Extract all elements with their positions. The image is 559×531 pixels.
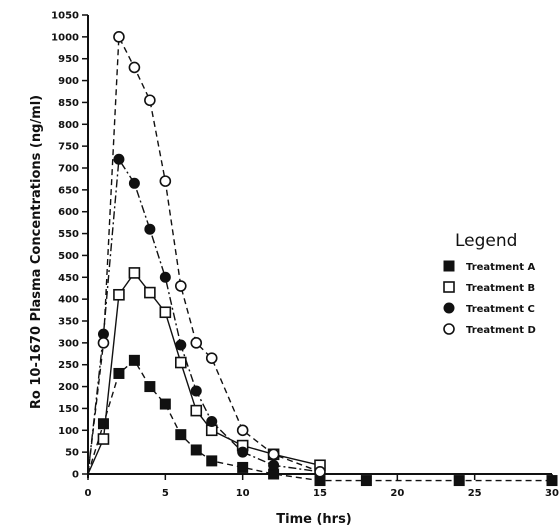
y-tick-label: 300 <box>58 338 79 349</box>
x-tick-label: 25 <box>468 488 482 499</box>
y-tick-label: 550 <box>58 229 79 240</box>
data-point-treatment-c <box>175 339 187 351</box>
legend-title: Legend <box>455 231 517 251</box>
data-point-treatment-b <box>175 356 187 369</box>
y-tick-label: 200 <box>58 382 79 393</box>
y-tick-label: 600 <box>58 207 79 218</box>
data-point-treatment-c <box>144 223 156 235</box>
data-point-treatment-a <box>360 475 372 487</box>
y-tick-label: 400 <box>58 295 79 306</box>
data-point-treatment-c <box>159 271 171 283</box>
x-tick-label: 30 <box>545 488 559 499</box>
data-point-treatment-d <box>236 424 249 437</box>
data-point-treatment-a <box>175 429 187 441</box>
y-tick-label: 100 <box>58 426 79 437</box>
y-tick-label: 500 <box>58 251 79 262</box>
series-treatment-d <box>87 31 326 478</box>
data-point-treatment-a <box>159 398 171 410</box>
y-tick-label: 650 <box>58 185 79 196</box>
data-point-treatment-a <box>97 418 109 430</box>
x-tick-label: 0 <box>85 488 92 499</box>
y-tick-label: 50 <box>65 448 79 459</box>
legend-marker-treatment-c <box>443 302 455 314</box>
y-tick-label: 150 <box>58 404 79 415</box>
axes: 0501001502002503003504004505005506006507… <box>51 11 559 500</box>
y-tick-label: 800 <box>58 120 79 131</box>
y-tick-label: 250 <box>58 360 79 371</box>
legend: Legend Treatment A Treatment B Treatment C… <box>443 231 536 336</box>
legend-marker-treatment-b <box>443 281 455 293</box>
data-point-treatment-b <box>97 433 110 445</box>
x-axis-title: Time (hrs) <box>276 512 352 527</box>
legend-label-treatment-b: Treatment B <box>466 283 535 294</box>
data-point-treatment-b <box>190 404 203 417</box>
y-tick-label: 750 <box>58 142 79 153</box>
y-tick-label: 1050 <box>51 11 79 22</box>
data-point-treatment-c <box>206 416 218 428</box>
y-tick-label: 950 <box>58 54 79 65</box>
data-point-treatment-b <box>113 288 125 301</box>
data-point-treatment-d <box>314 466 326 478</box>
data-point-treatment-d <box>190 337 203 349</box>
data-point-treatment-a <box>546 475 558 487</box>
y-tick-label: 700 <box>58 164 79 175</box>
data-point-treatment-d <box>175 280 187 292</box>
y-tick-label: 850 <box>58 98 79 109</box>
y-axis-title: Ro 10-1670 Plasma Concentrations (ng/ml) <box>29 95 44 409</box>
data-point-treatment-d <box>267 448 280 461</box>
data-point-treatment-a <box>206 455 218 467</box>
data-point-treatment-c <box>237 446 249 458</box>
series-line-treatment-d <box>87 34 321 475</box>
y-tick-label: 350 <box>58 317 79 328</box>
y-tick-label: 0 <box>72 470 79 481</box>
x-tick-label: 5 <box>162 488 169 499</box>
data-point-treatment-d <box>159 175 172 187</box>
data-point-treatment-d <box>128 61 141 74</box>
x-tick-label: 10 <box>236 488 250 499</box>
y-tick-label: 450 <box>58 273 79 284</box>
data-point-treatment-b <box>159 306 172 319</box>
data-point-treatment-d <box>205 352 218 364</box>
data-point-treatment-d <box>113 31 125 43</box>
series-treatment-c <box>87 153 326 478</box>
legend-label-treatment-a: Treatment A <box>466 262 536 273</box>
data-point-treatment-b <box>144 286 156 299</box>
data-point-treatment-a <box>237 461 249 473</box>
data-point-treatment-a <box>128 354 140 366</box>
data-point-treatment-c <box>190 385 202 397</box>
legend-label-treatment-d: Treatment D <box>466 325 536 336</box>
data-point-treatment-a <box>144 381 156 393</box>
data-point-treatment-a <box>113 367 125 379</box>
data-point-treatment-b <box>128 267 141 279</box>
data-point-treatment-a <box>190 444 202 456</box>
y-tick-label: 900 <box>58 76 79 87</box>
x-tick-label: 20 <box>390 488 404 499</box>
data-point-treatment-d <box>97 337 110 349</box>
legend-marker-treatment-a <box>443 260 455 272</box>
legend-marker-treatment-d <box>443 323 455 335</box>
legend-label-treatment-c: Treatment C <box>466 304 535 315</box>
data-point-treatment-c <box>128 177 140 189</box>
x-tick-label: 15 <box>313 488 327 499</box>
series-treatment-a <box>87 354 558 487</box>
data-point-treatment-a <box>453 475 465 487</box>
data-point-treatment-c <box>113 153 125 165</box>
series-line-treatment-c <box>87 157 321 475</box>
plot-series <box>87 31 558 487</box>
data-point-treatment-d <box>144 94 156 107</box>
y-tick-label: 1000 <box>51 32 79 43</box>
data-point-treatment-c <box>268 459 280 471</box>
